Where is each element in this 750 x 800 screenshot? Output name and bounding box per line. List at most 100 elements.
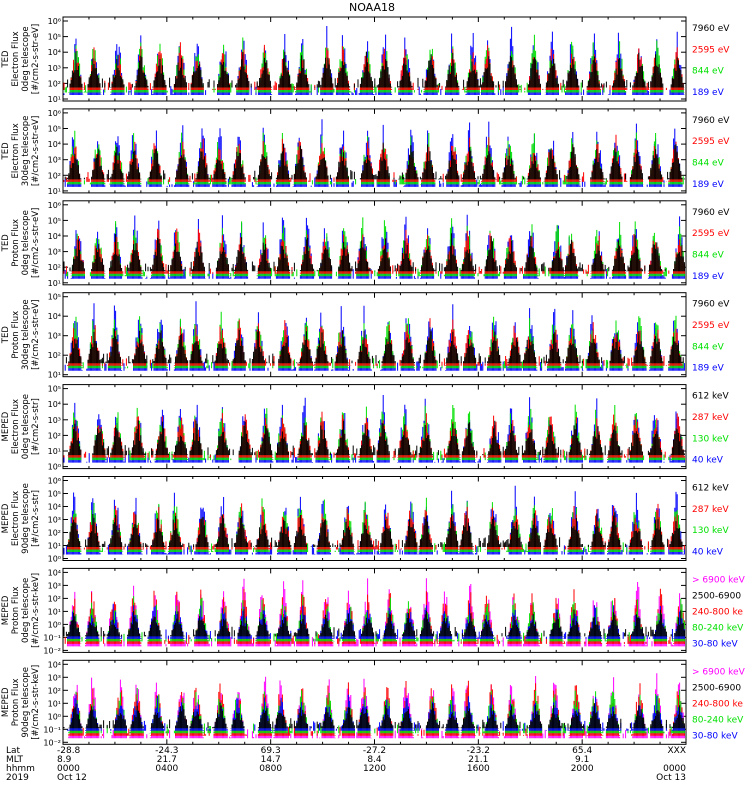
x-hhmm-label: 0400 [155, 764, 178, 774]
legend-entry: 7960 eV [692, 116, 730, 126]
y-tick-label: 10¹ [48, 187, 61, 196]
legend-entry: > 6900 keV [692, 575, 746, 585]
panel-2: 10¹ 10² 10³ 10⁴ 10⁵ 10⁶ TED Electron Flux 30deg … [1, 108, 730, 196]
panel-8: 10⁻² 10⁻¹ 10⁰ 10¹ 10² 10³ 10⁴ MEPED Proton Flux 9… [1, 659, 746, 747]
x-hhmm-label: 0000 [663, 764, 686, 774]
legend-entry: 287 keV [692, 413, 729, 423]
flux-trace-blue [63, 485, 685, 555]
legend-entry: 844 eV [692, 250, 725, 260]
y-tick-label: 10² [48, 686, 61, 695]
x-lat-label: -24.3 [155, 746, 178, 756]
y-tick-label: 10⁶ [48, 109, 61, 118]
flux-trace-green [67, 595, 685, 642]
y-axis-label-line: MEPED [1, 687, 11, 717]
x-mlt-label: 21.1 [468, 755, 488, 765]
flux-trace-magenta [67, 578, 685, 647]
flux-trace-blue [64, 214, 685, 279]
y-axis-label-line: [#/cm2-s-str] [31, 490, 41, 547]
legend-entry: 130 keV [692, 434, 729, 444]
flux-trace-blue [67, 694, 685, 731]
legend-entry: 612 keV [692, 392, 729, 402]
x-mlt-label: 9.1 [575, 755, 589, 765]
legend-entry: 287 keV [692, 505, 729, 515]
y-tick-label: 10⁴ [48, 568, 61, 577]
flux-trace-black [64, 142, 685, 180]
legend-entry: 189 eV [692, 180, 725, 190]
x-row-label: hhmm [6, 764, 35, 774]
legend-entry: 40 keV [692, 456, 724, 466]
x-lat-label: -27.2 [363, 746, 386, 756]
flux-trace-blue [64, 119, 683, 187]
y-tick-label: 10³ [48, 416, 61, 425]
y-tick-label: 10³ [48, 673, 61, 682]
y-axis-label-line: [#/cm2-s-str-keV] [31, 573, 41, 648]
y-tick-label: 10⁴ [48, 140, 61, 149]
y-tick-label: 10⁴ [48, 660, 61, 669]
y-axis-label-line: [#/cm2-s-str-eV] [31, 300, 41, 370]
y-tick-label: 10² [48, 79, 61, 88]
y-axis-label-line: Electron Flux [11, 123, 21, 178]
x-row-label: Lat [6, 746, 21, 756]
y-tick-label: 10¹ [48, 371, 61, 380]
y-tick-label: 10⁴ [48, 232, 61, 241]
y-axis-label-line: MEPED [1, 595, 11, 625]
legend-entry: 612 keV [692, 484, 729, 494]
y-tick-label: 10⁻² [43, 738, 61, 747]
x-hhmm-label: 1600 [467, 764, 490, 774]
legend-entry: 2500-6900 [692, 683, 741, 693]
y-axis-label-line: 0deg telescope [21, 210, 31, 275]
flux-trace-green [64, 34, 685, 93]
flux-trace-magenta [68, 673, 685, 739]
y-tick-label: 10⁴ [48, 503, 61, 512]
y-tick-label: 10⁴ [48, 48, 61, 57]
legend-entry: 189 eV [692, 88, 725, 98]
legend-entry: 240-800 ke [692, 607, 743, 617]
legend-entry: 80-240 keV [692, 715, 744, 725]
flux-trace-black [67, 420, 685, 456]
y-axis-label-line: MEPED [1, 411, 11, 441]
flux-trace-green [68, 311, 684, 369]
flux-trace-blue [64, 301, 685, 371]
flux-trace-red [67, 318, 683, 366]
y-tick-label: 10³ [48, 248, 61, 257]
y-axis-label-line: 30deg telescope [21, 116, 31, 187]
panel-6: 10⁰ 10¹ 10² 10³ 10⁴ 10⁵ 10⁶ MEPED Electron Flux 9… [1, 476, 729, 564]
y-tick-label: 10⁶ [48, 201, 61, 210]
y-axis-label-line: 0deg telescope [21, 394, 31, 459]
y-tick-label: 10⁰ [48, 620, 61, 629]
flux-trace-black [65, 327, 684, 364]
y-tick-label: 10² [48, 594, 61, 603]
y-tick-label: 10⁻¹ [43, 725, 61, 734]
y-axis-label-line: Electron Flux [11, 31, 21, 86]
y-axis-label-line: [#/cm2-s-str-eV] [31, 24, 41, 94]
legend-entry: 30-80 keV [692, 731, 738, 741]
x-lat-label: 65.4 [572, 746, 592, 756]
flux-trace-red [63, 411, 685, 458]
flux-trace-red [63, 134, 683, 182]
legend-entry: 2595 eV [692, 45, 730, 55]
y-tick-label: 10² [48, 171, 61, 180]
y-axis-label-line: 90deg telescope [21, 667, 31, 738]
flux-trace-green [65, 217, 685, 277]
x-lat-label: -23.2 [467, 746, 490, 756]
y-tick-label: 10⁵ [48, 216, 61, 225]
y-axis-label-line: [#/cm2-s-str-eV] [31, 208, 41, 278]
y-tick-label: 10⁵ [48, 490, 61, 499]
x-date-label: Oct 13 [656, 773, 686, 783]
y-axis-label-line: 0deg telescope [21, 578, 31, 643]
x-row-label: MLT [6, 755, 24, 765]
flux-trace-blue [63, 26, 685, 95]
legend-entry: 844 eV [692, 342, 725, 352]
y-tick-label: 10³ [48, 516, 61, 525]
y-tick-label: 10³ [48, 64, 61, 73]
y-axis-label-line: [#/cm2-s-str-keV] [31, 665, 41, 740]
y-axis-label-line: [#/cm2-s-str-eV] [31, 116, 41, 186]
y-tick-label: 10¹ [48, 542, 61, 551]
y-tick-label: 10⁶ [48, 17, 61, 26]
legend-entry: 844 eV [692, 67, 725, 77]
y-tick-label: 10² [48, 351, 61, 360]
y-tick-label: 10¹ [48, 699, 61, 708]
